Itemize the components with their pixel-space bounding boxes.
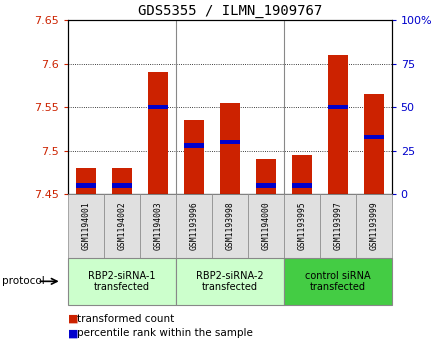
- Text: control siRNA
transfected: control siRNA transfected: [305, 270, 370, 292]
- Bar: [148, 105, 168, 109]
- Bar: [76, 183, 96, 188]
- Text: ■: ■: [68, 314, 79, 324]
- Text: GSM1193998: GSM1193998: [225, 201, 235, 250]
- Bar: [256, 159, 276, 194]
- Text: GSM1193999: GSM1193999: [369, 201, 378, 250]
- Text: GSM1194003: GSM1194003: [154, 201, 162, 250]
- Text: RBP2-siRNA-2
transfected: RBP2-siRNA-2 transfected: [196, 270, 264, 292]
- Text: GSM1194002: GSM1194002: [117, 201, 127, 250]
- Text: ■: ■: [68, 328, 79, 338]
- Bar: [364, 94, 384, 194]
- Title: GDS5355 / ILMN_1909767: GDS5355 / ILMN_1909767: [138, 4, 322, 17]
- Bar: [184, 143, 204, 148]
- Bar: [364, 135, 384, 139]
- Text: GSM1193995: GSM1193995: [297, 201, 306, 250]
- Text: transformed count: transformed count: [77, 314, 174, 324]
- Text: GSM1194000: GSM1194000: [261, 201, 270, 250]
- Bar: [112, 168, 132, 194]
- Text: GSM1193997: GSM1193997: [333, 201, 342, 250]
- Text: GSM1194001: GSM1194001: [82, 201, 91, 250]
- Bar: [220, 140, 240, 144]
- Bar: [292, 183, 312, 188]
- Bar: [292, 155, 312, 194]
- Bar: [220, 103, 240, 194]
- Bar: [256, 183, 276, 188]
- Text: GSM1193996: GSM1193996: [190, 201, 198, 250]
- Bar: [76, 168, 96, 194]
- Bar: [184, 120, 204, 194]
- Text: RBP2-siRNA-1
transfected: RBP2-siRNA-1 transfected: [88, 270, 156, 292]
- Bar: [328, 55, 348, 194]
- Text: percentile rank within the sample: percentile rank within the sample: [77, 328, 253, 338]
- Bar: [328, 105, 348, 109]
- Bar: [148, 72, 168, 194]
- Text: protocol: protocol: [2, 276, 45, 286]
- Bar: [112, 183, 132, 188]
